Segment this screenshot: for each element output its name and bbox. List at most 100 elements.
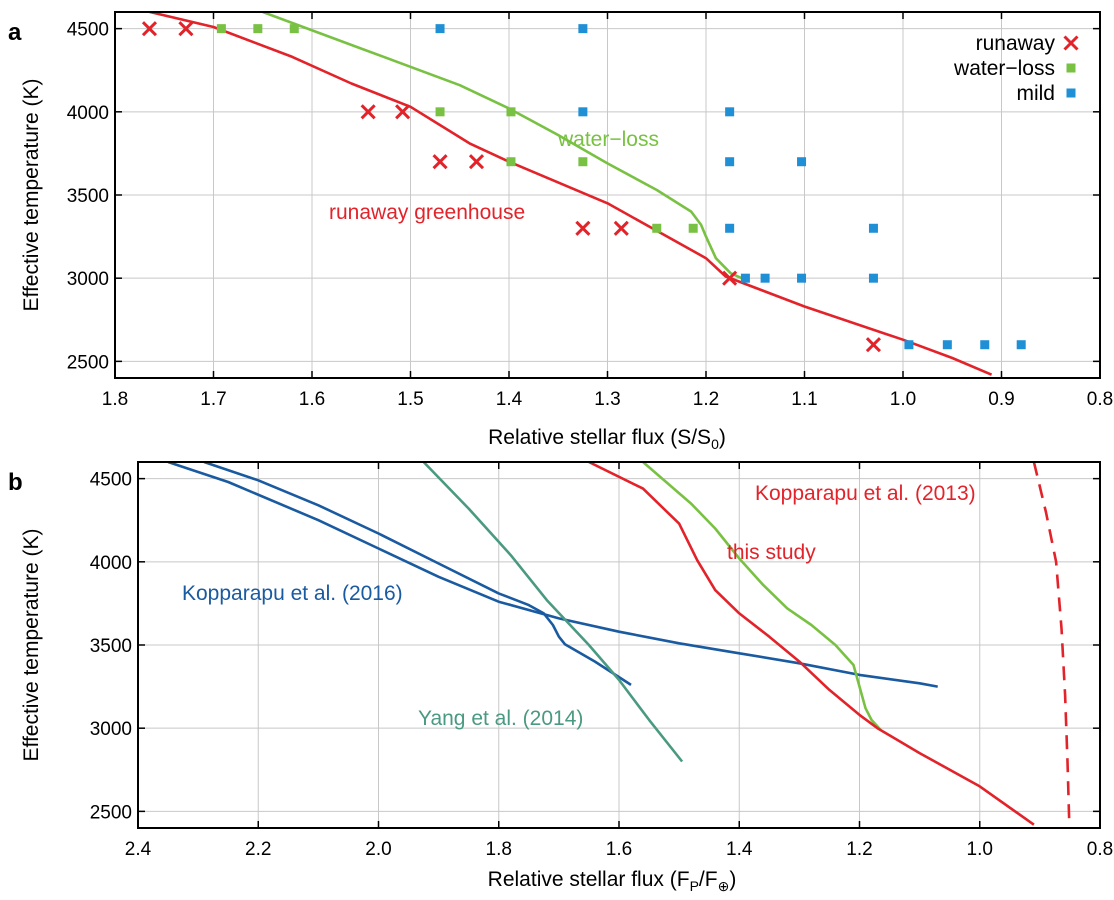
legend-marker-mild — [1066, 88, 1076, 98]
point-mild — [725, 107, 735, 117]
point-runaway — [432, 154, 448, 170]
point-runaway-stroke — [865, 337, 882, 353]
panel-b-y-axis-title: Effective temperature (K) — [20, 528, 43, 761]
y-tick-label: 3500 — [67, 186, 109, 207]
x-tick-label: 1.6 — [606, 839, 632, 860]
point-runaway-stroke — [468, 154, 485, 170]
point-water-loss — [253, 24, 263, 34]
point-mild — [725, 223, 735, 233]
annotation-this-study: this study — [727, 541, 816, 564]
panel-a-legend: runaway water−loss mild — [953, 32, 1079, 105]
panel-a-curves — [144, 12, 993, 376]
annotation-kopparapu-2013: Kopparapu et al. (2013) — [755, 482, 976, 505]
point-runaway — [141, 21, 158, 37]
x-tick-label: 1.4 — [496, 389, 523, 410]
point-runaway — [575, 220, 591, 236]
legend-marker-runaway — [1063, 35, 1079, 51]
panel-a-letter: a — [8, 19, 22, 46]
series-line-this-study — [642, 462, 882, 731]
x-tick-label: 1.5 — [397, 389, 423, 410]
x-tick-label: 2.2 — [245, 839, 271, 860]
point-mild — [868, 223, 878, 233]
point-mild — [725, 157, 735, 167]
point-runaway — [178, 21, 194, 37]
x-tick-label: 1.7 — [200, 389, 226, 410]
point-water-loss — [289, 24, 299, 34]
panel-b-grid — [137, 462, 1101, 828]
point-runaway-stroke — [178, 21, 194, 37]
x-tick-label: 2.4 — [125, 839, 152, 860]
series-line-yang-et-al-2014 — [422, 462, 684, 763]
legend-marker-water-loss — [1066, 63, 1076, 73]
point-runaway-stroke — [613, 220, 629, 236]
y-tick-label: 3000 — [67, 269, 109, 290]
point-runaway-stroke — [395, 104, 411, 120]
y-tick-label: 2500 — [90, 802, 132, 823]
panel-a-x-axis-title: Relative stellar flux (S/S0) — [488, 426, 726, 452]
y-tick-label: 4000 — [90, 553, 132, 574]
point-water-loss — [652, 223, 662, 233]
y-tick-label: 3500 — [90, 636, 132, 657]
x-tick-label: 1.4 — [726, 839, 753, 860]
point-runaway — [468, 154, 485, 170]
x-tick-label: 1.8 — [102, 389, 128, 410]
panel-b-letter: b — [8, 469, 23, 496]
point-runaway-stroke — [722, 270, 738, 286]
point-runaway — [865, 337, 882, 353]
point-runaway — [395, 104, 411, 120]
point-mild — [868, 273, 878, 283]
series-line-kopparapu-et-al-2016 — [203, 462, 632, 686]
annotation-water-loss: water−loss — [557, 128, 659, 151]
y-tick-label: 4000 — [67, 103, 109, 124]
legend-marker-runaway-stroke — [1063, 35, 1079, 51]
annotation-yang-2014: Yang et al. (2014) — [418, 707, 583, 730]
point-mild — [1016, 340, 1026, 350]
annotation-kopparapu-2016: Kopparapu et al. (2016) — [182, 582, 403, 605]
y-tick-label: 2500 — [67, 352, 109, 373]
x-tick-label: 1.1 — [791, 389, 817, 410]
x-tick-label: 1.2 — [846, 839, 872, 860]
series-line-kopparapu-et-al-2016-outer — [167, 462, 938, 688]
point-runaway — [613, 220, 629, 236]
y-tick-label: 4500 — [90, 470, 132, 491]
series-line-runaway-greenhouse-limit — [144, 12, 993, 376]
point-runaway — [722, 270, 738, 286]
point-runaway — [360, 104, 376, 120]
point-runaway-stroke — [432, 154, 448, 170]
panel-a-grid — [114, 12, 1101, 378]
point-water-loss — [688, 223, 698, 233]
x-tick-label: 0.9 — [988, 389, 1014, 410]
legend-label-mild: mild — [1016, 82, 1055, 105]
series-line-this-study-runaway — [588, 462, 1035, 826]
point-runaway-stroke — [141, 21, 158, 37]
point-mild — [578, 24, 588, 34]
point-mild — [578, 107, 588, 117]
x-tick-label: 2.0 — [365, 839, 391, 860]
panel-a-y-axis-title: Effective temperature (K) — [20, 78, 43, 311]
legend-marker-water-loss — [1066, 63, 1076, 73]
panel-b-chart: 2.4 2.2 2.0 1.8 1.6 1.4 1.2 1.0 0.8 2500 3000 3500 4… — [8, 461, 1113, 894]
point-mild — [435, 24, 445, 34]
legend-marker-runaway — [1063, 35, 1079, 51]
panel-b-x-axis-title: Relative stellar flux (FP/F⊕) — [488, 868, 737, 894]
panel-a-tick-labels: 1.8 1.7 1.6 1.5 1.4 1.3 1.2 1.1 1.0 0.9 0.8 2500 300… — [67, 12, 1113, 410]
point-mild — [797, 157, 807, 167]
point-mild — [797, 273, 807, 283]
point-runaway-stroke — [575, 220, 591, 236]
point-mild — [980, 340, 990, 350]
y-tick-label: 3000 — [90, 719, 132, 740]
point-mild — [904, 340, 914, 350]
panel-a-points — [141, 21, 1026, 353]
point-runaway-stroke — [360, 104, 376, 120]
x-tick-label: 1.8 — [486, 839, 512, 860]
panel-b-curves — [167, 462, 1071, 826]
x-tick-label: 1.3 — [594, 389, 620, 410]
point-mild — [942, 340, 952, 350]
point-water-loss — [506, 107, 516, 117]
point-water-loss — [435, 107, 445, 117]
x-tick-label: 1.0 — [890, 389, 916, 410]
legend-label-runaway: runaway — [976, 32, 1056, 55]
x-tick-label: 1.6 — [299, 389, 325, 410]
point-water-loss — [506, 157, 516, 167]
x-tick-label: 1.2 — [693, 389, 719, 410]
